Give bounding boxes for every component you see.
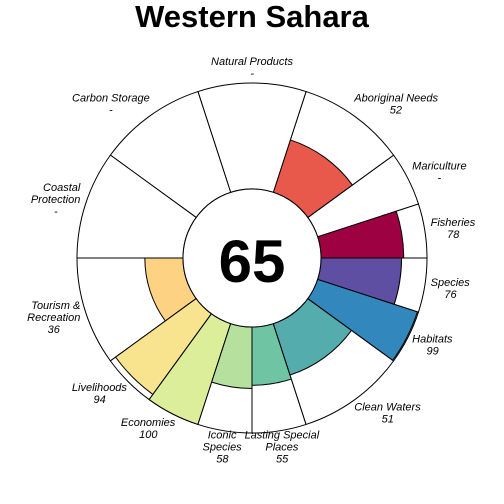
petal-value-livelihoods: 94 — [94, 394, 106, 406]
petal-value-carbon-storage: - — [109, 104, 113, 116]
center-circle — [182, 188, 322, 328]
petal-label-tourism-recreation: Tourism & Recreation — [27, 300, 80, 324]
petal-label-coastal-protection: Coastal Protection — [31, 182, 81, 206]
petal-label-clean-waters: Clean Waters — [354, 402, 421, 414]
petal-label-lasting-special-places: Lasting Special Places — [245, 430, 320, 454]
petal-value-habitats: 99 — [426, 346, 438, 358]
chart-title: Western Sahara — [135, 0, 369, 34]
petal-label-mariculture: Mariculture — [412, 160, 466, 172]
petal-label-aboriginal-needs: Aboriginal Needs — [353, 92, 438, 104]
petal-value-iconic-species: 58 — [216, 454, 229, 466]
petal-value-coastal-protection: - — [54, 206, 58, 218]
petal-label-carbon-storage: Carbon Storage — [72, 92, 150, 104]
petal-value-clean-waters: 51 — [382, 414, 394, 426]
petal-value-species: 76 — [444, 289, 457, 301]
petal-label-livelihoods: Livelihoods — [72, 382, 128, 394]
petal-value-lasting-special-places: 55 — [276, 454, 289, 466]
petal-value-fisheries: 78 — [447, 229, 460, 241]
petal-label-natural-products: Natural Products — [211, 56, 293, 68]
petal-label-habitats: Habitats — [412, 334, 453, 346]
petal-label-fisheries: Fisheries — [431, 217, 476, 229]
petal-value-natural-products: - — [250, 68, 254, 80]
petal-label-species: Species — [431, 277, 471, 289]
petal-value-economies: 100 — [139, 429, 158, 441]
petal-value-aboriginal-needs: 52 — [390, 104, 402, 116]
overall-score: 65 — [219, 228, 286, 295]
petal-value-mariculture: - — [438, 172, 442, 184]
petal-group — [76, 82, 428, 434]
petal-value-tourism-recreation: 36 — [48, 324, 61, 336]
petal-label-iconic-species: Iconic Species — [203, 430, 243, 454]
petal-label-economies: Economies — [121, 417, 176, 429]
